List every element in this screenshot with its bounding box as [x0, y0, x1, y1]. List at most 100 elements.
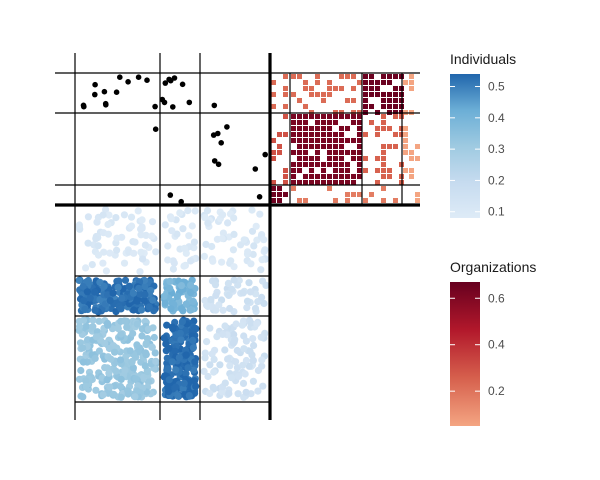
organization-cell	[339, 126, 344, 131]
organization-cell	[309, 168, 314, 173]
individual-dot	[148, 232, 156, 240]
organization-cell	[315, 126, 320, 131]
organization-cell	[333, 180, 338, 185]
individual-dot	[248, 351, 256, 359]
individual-dot	[79, 282, 87, 291]
individual-dot	[79, 344, 87, 352]
individual-dot	[212, 291, 220, 300]
individual-dot	[141, 290, 149, 299]
organization-cell	[375, 126, 380, 131]
edge-dot	[152, 103, 158, 110]
organization-cell	[315, 80, 320, 85]
organization-cell	[333, 120, 338, 125]
organization-cell	[381, 114, 386, 119]
individual-dot	[80, 297, 88, 305]
organization-cell	[291, 138, 296, 143]
individual-dot	[83, 288, 91, 296]
organization-cell	[309, 86, 314, 91]
edge-dot	[113, 89, 120, 95]
organization-cell	[375, 156, 380, 161]
individual-dot	[206, 361, 214, 369]
organization-cell	[297, 162, 302, 167]
individual-dot	[257, 333, 265, 341]
organization-cell	[357, 168, 362, 173]
individual-dot	[163, 321, 171, 329]
edge-dot	[224, 124, 230, 130]
individual-dot	[148, 218, 157, 226]
individual-dot	[239, 289, 247, 297]
organization-cell	[415, 156, 420, 161]
organization-cell	[387, 168, 392, 173]
organization-cell	[369, 104, 374, 109]
individual-dot	[92, 235, 100, 243]
edge-dot	[179, 81, 186, 88]
individual-dot	[135, 284, 143, 292]
edge-dot	[159, 96, 166, 103]
individual-dot	[190, 238, 198, 246]
individual-dot	[150, 333, 158, 342]
individual-dot	[176, 329, 184, 337]
organization-cell	[387, 98, 392, 103]
organization-cell	[297, 138, 302, 143]
organization-cell	[283, 86, 288, 91]
organization-cell	[345, 180, 350, 185]
organization-cell-matrix	[271, 74, 420, 203]
individual-dot	[232, 358, 240, 366]
organization-cell	[339, 144, 344, 149]
organization-cell	[375, 80, 380, 85]
individual-dot	[152, 357, 160, 365]
individual-dot	[123, 323, 131, 331]
individual-dot	[176, 209, 184, 217]
individual-dot	[91, 354, 99, 362]
edge-dot	[252, 166, 259, 172]
organization-cell	[345, 98, 350, 103]
organization-cell	[333, 86, 338, 91]
individual-dot	[262, 281, 270, 289]
edge-dot	[218, 140, 224, 146]
organization-cell	[363, 156, 368, 161]
individual-dot	[149, 296, 157, 304]
individual-dot	[129, 329, 137, 338]
organization-cell	[297, 156, 302, 161]
individual-dot	[191, 358, 199, 366]
organization-cell	[277, 198, 282, 203]
individual-dot	[177, 282, 186, 290]
organization-cell	[339, 162, 344, 167]
organization-cell	[387, 92, 392, 97]
individual-dot	[202, 240, 210, 248]
individual-dot	[138, 223, 146, 231]
individuals-legend: Individuals 0.1 0.2 0.3 0.4 0.5	[450, 51, 516, 219]
organization-cell	[339, 150, 344, 155]
organization-cell	[381, 120, 386, 125]
organization-cell	[375, 180, 380, 185]
organization-cell	[403, 80, 408, 85]
individual-dot	[129, 364, 137, 372]
individual-dot	[120, 259, 129, 267]
organization-cell	[303, 86, 308, 91]
organization-cell	[271, 186, 276, 191]
organization-cell	[345, 126, 350, 131]
individual-dot	[204, 219, 212, 227]
organization-cell	[357, 192, 362, 197]
individual-dot	[242, 337, 250, 345]
organization-cell	[369, 192, 374, 197]
individual-dot	[234, 390, 242, 398]
organization-cell	[271, 138, 276, 143]
individual-dot	[243, 304, 251, 312]
individual-dot	[164, 242, 172, 250]
organization-cell	[297, 120, 302, 125]
individual-dot	[224, 355, 232, 363]
organization-cell	[315, 156, 320, 161]
individual-dot	[258, 256, 266, 264]
organization-cell	[357, 114, 362, 119]
organization-cell	[277, 186, 282, 191]
individual-dot	[207, 296, 215, 304]
individual-dot	[187, 289, 195, 297]
organization-cell	[297, 168, 302, 173]
individual-dot	[120, 211, 128, 219]
organization-cell	[321, 180, 326, 185]
individual-dot	[237, 241, 245, 249]
individual-dot	[136, 290, 144, 298]
organization-cell	[381, 80, 386, 85]
individual-dot	[121, 276, 130, 284]
